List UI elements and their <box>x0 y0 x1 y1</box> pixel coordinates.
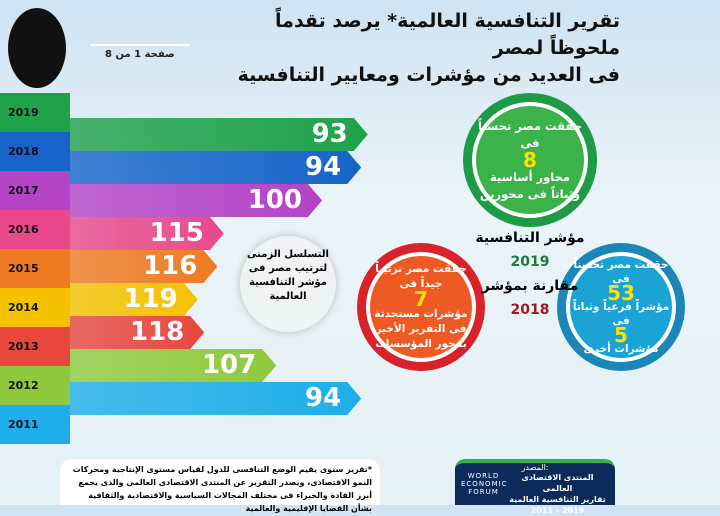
year-tab-2019: 2019 <box>0 93 70 132</box>
circle-number: 53 <box>607 281 635 305</box>
center-year2: 2018 <box>510 302 550 318</box>
circle-axes: حققت مصر تحسناً فى 8 محاور أساسية وثباتا… <box>463 93 597 227</box>
circle-text: حققت مصر تحسناً فى <box>573 259 669 285</box>
bar-value: 115 <box>149 218 204 248</box>
bar-value: 107 <box>201 350 257 380</box>
footnote: *تقرير سنوى يقيم الوضع التنافسى للدول لق… <box>60 459 380 513</box>
logo <box>8 8 66 88</box>
source-report: تقارير التنافسية العالمية <box>509 495 606 504</box>
bar-value: 100 <box>247 185 302 215</box>
center-line1: مؤشر التنافسية <box>475 230 585 246</box>
center-year1: 2019 <box>510 254 550 270</box>
bar-2011: 94 <box>70 382 361 415</box>
source-label: المصدر: <box>521 463 549 472</box>
circle-text: مؤشرات مستحدثة فى التقرير الأخير بمحور ا… <box>374 308 468 350</box>
source-years: 2019 - 2011 <box>530 506 585 515</box>
title-line-1: تقرير التنافسية العالمية* يرصد تقدماً مل… <box>275 10 620 59</box>
source-org: المنتدى الاقتصادى العالمى <box>521 473 594 493</box>
year-tab-2016: 2016 <box>0 210 70 249</box>
bar-value: 94 <box>305 383 342 413</box>
center-line2: مقارنة بمؤشر <box>481 278 579 294</box>
bar-2015: 116 <box>70 250 217 283</box>
circle-number: 8 <box>523 147 537 172</box>
bar-2013: 118 <box>70 316 204 349</box>
source-box: المصدر: WORLD ECONOMIC FORUM المنتدى الا… <box>455 459 615 515</box>
circle-text: حققت مصر ترتيباً جيداً فى <box>375 263 467 290</box>
year-tab-2013: 2013 <box>0 327 70 366</box>
bar-2016: 115 <box>70 217 224 250</box>
circle-text: حققت مصر تحسناً فى <box>478 118 582 150</box>
bar-value: 116 <box>143 251 198 281</box>
page-indicator: صفحة 1 من 8 <box>105 49 175 60</box>
wef-logo: WORLD ECONOMIC FORUM <box>461 472 508 496</box>
bar-2014: 119 <box>70 283 198 316</box>
circle-new-indicators: حققت مصر ترتيباً جيداً فى 7 مؤشرات مستحد… <box>357 243 485 371</box>
year-tab-2011: 2011 <box>0 405 70 444</box>
circle-text: محاور أساسية وثباتاً فى محورين <box>479 169 581 201</box>
bar-value: 94 <box>305 152 342 182</box>
bar-value: 118 <box>129 317 185 347</box>
chart-label: التسلسل الزمنى لترتيب مصر فى مؤشر التناف… <box>240 236 336 332</box>
circle-number: 7 <box>414 287 428 311</box>
bar-2018: 94 <box>70 151 361 184</box>
center-caption: مؤشر التنافسية 2019 مقارنة بمؤشر 2018 <box>455 226 605 322</box>
year-tab-2012: 2012 <box>0 366 70 405</box>
year-tab-2014: 2014 <box>0 288 70 327</box>
circle-sub-indicators: حققت مصر تحسناً فى 53 مؤشراً فرعياً وثبا… <box>557 243 685 371</box>
divider <box>90 44 190 46</box>
circle-text: مؤشراً فرعياً وثباتاً فى <box>572 301 670 327</box>
year-tab-2018: 2018 <box>0 132 70 171</box>
year-tab-2017: 2017 <box>0 171 70 210</box>
title-line-2: فى العديد من مؤشرات ومعايير التنافسية <box>237 64 620 86</box>
bar-value: 119 <box>123 284 178 314</box>
bar-2017: 100 <box>70 184 322 217</box>
year-tab-2015: 2015 <box>0 249 70 288</box>
circle-number: 5 <box>614 323 628 347</box>
circle-text: مؤشرات أخرى <box>583 343 659 355</box>
page-title: تقرير التنافسية العالمية* يرصد تقدماً مل… <box>200 8 620 89</box>
bar-value: 93 <box>311 119 348 149</box>
bar-2019: 93 <box>70 118 368 151</box>
bar-2012: 107 <box>70 349 276 382</box>
